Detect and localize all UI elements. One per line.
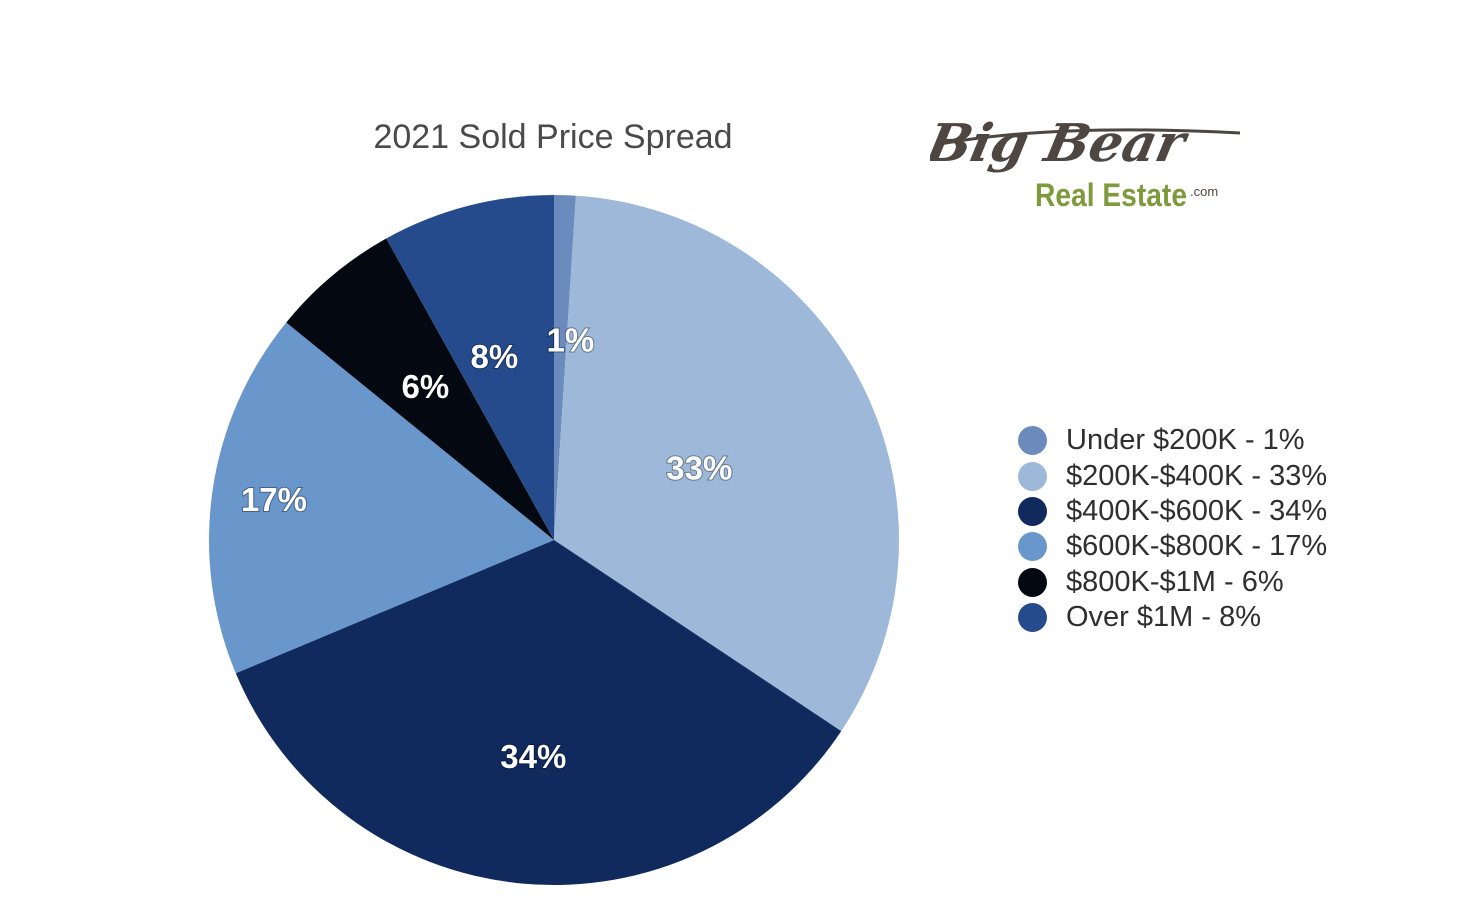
logo-swoosh [934, 128, 1241, 147]
legend: Under $200K - 1% $200K-$400K - 33% $400K-$… [1018, 423, 1327, 635]
legend-item: Under $200K - 1% [1018, 423, 1327, 458]
big-bear-real-estate-logo: Big Bear Real Estate .com [930, 114, 1241, 213]
legend-swatch [1018, 567, 1047, 597]
logo-script-text: Big Bear [930, 114, 1194, 174]
legend-label: $600K-$800K - 17% [1066, 530, 1328, 563]
legend-item: $400K-$600K - 34% [1018, 494, 1327, 529]
legend-swatch [1018, 461, 1047, 491]
logo-text: Real Estate [1035, 177, 1187, 213]
legend-swatch [1018, 426, 1047, 456]
pie-slice [235, 540, 842, 885]
legend-swatch [1018, 603, 1047, 633]
chart-title: 2021 Sold Price Spread [373, 118, 733, 156]
pie-slice [286, 238, 554, 540]
pie-slice [554, 195, 576, 540]
legend-item: $200K-$400K - 33% [1018, 458, 1327, 493]
legend-item: $800K-$1M - 6% [1018, 565, 1327, 600]
slice-label: 1% [546, 322, 594, 359]
legend-label: $800K-$1M - 6% [1066, 565, 1284, 598]
legend-label: $400K-$600K - 34% [1066, 494, 1328, 527]
legend-swatch [1018, 496, 1047, 526]
pie-slice [554, 195, 899, 732]
pie-slices [208, 195, 899, 885]
slice-label: 33% [666, 449, 732, 486]
logo-suffix: .com [1190, 184, 1218, 199]
legend-label: $200K-$400K - 33% [1066, 459, 1328, 492]
legend-item: Over $1M - 8% [1018, 600, 1327, 635]
legend-item: $600K-$800K - 17% [1018, 529, 1327, 564]
legend-label: Over $1M - 8% [1066, 601, 1261, 634]
legend-swatch [1018, 532, 1047, 562]
slice-label: 17% [241, 481, 307, 518]
pie-slice [386, 195, 554, 540]
slice-label: 34% [500, 738, 566, 775]
slice-label: 8% [470, 338, 518, 375]
legend-label: Under $200K - 1% [1066, 424, 1305, 457]
pie-slice-labels: 1% 33% 34% 17% 6% 8% [240, 321, 733, 776]
slice-label: 6% [402, 368, 450, 405]
pie-slice [208, 322, 554, 674]
